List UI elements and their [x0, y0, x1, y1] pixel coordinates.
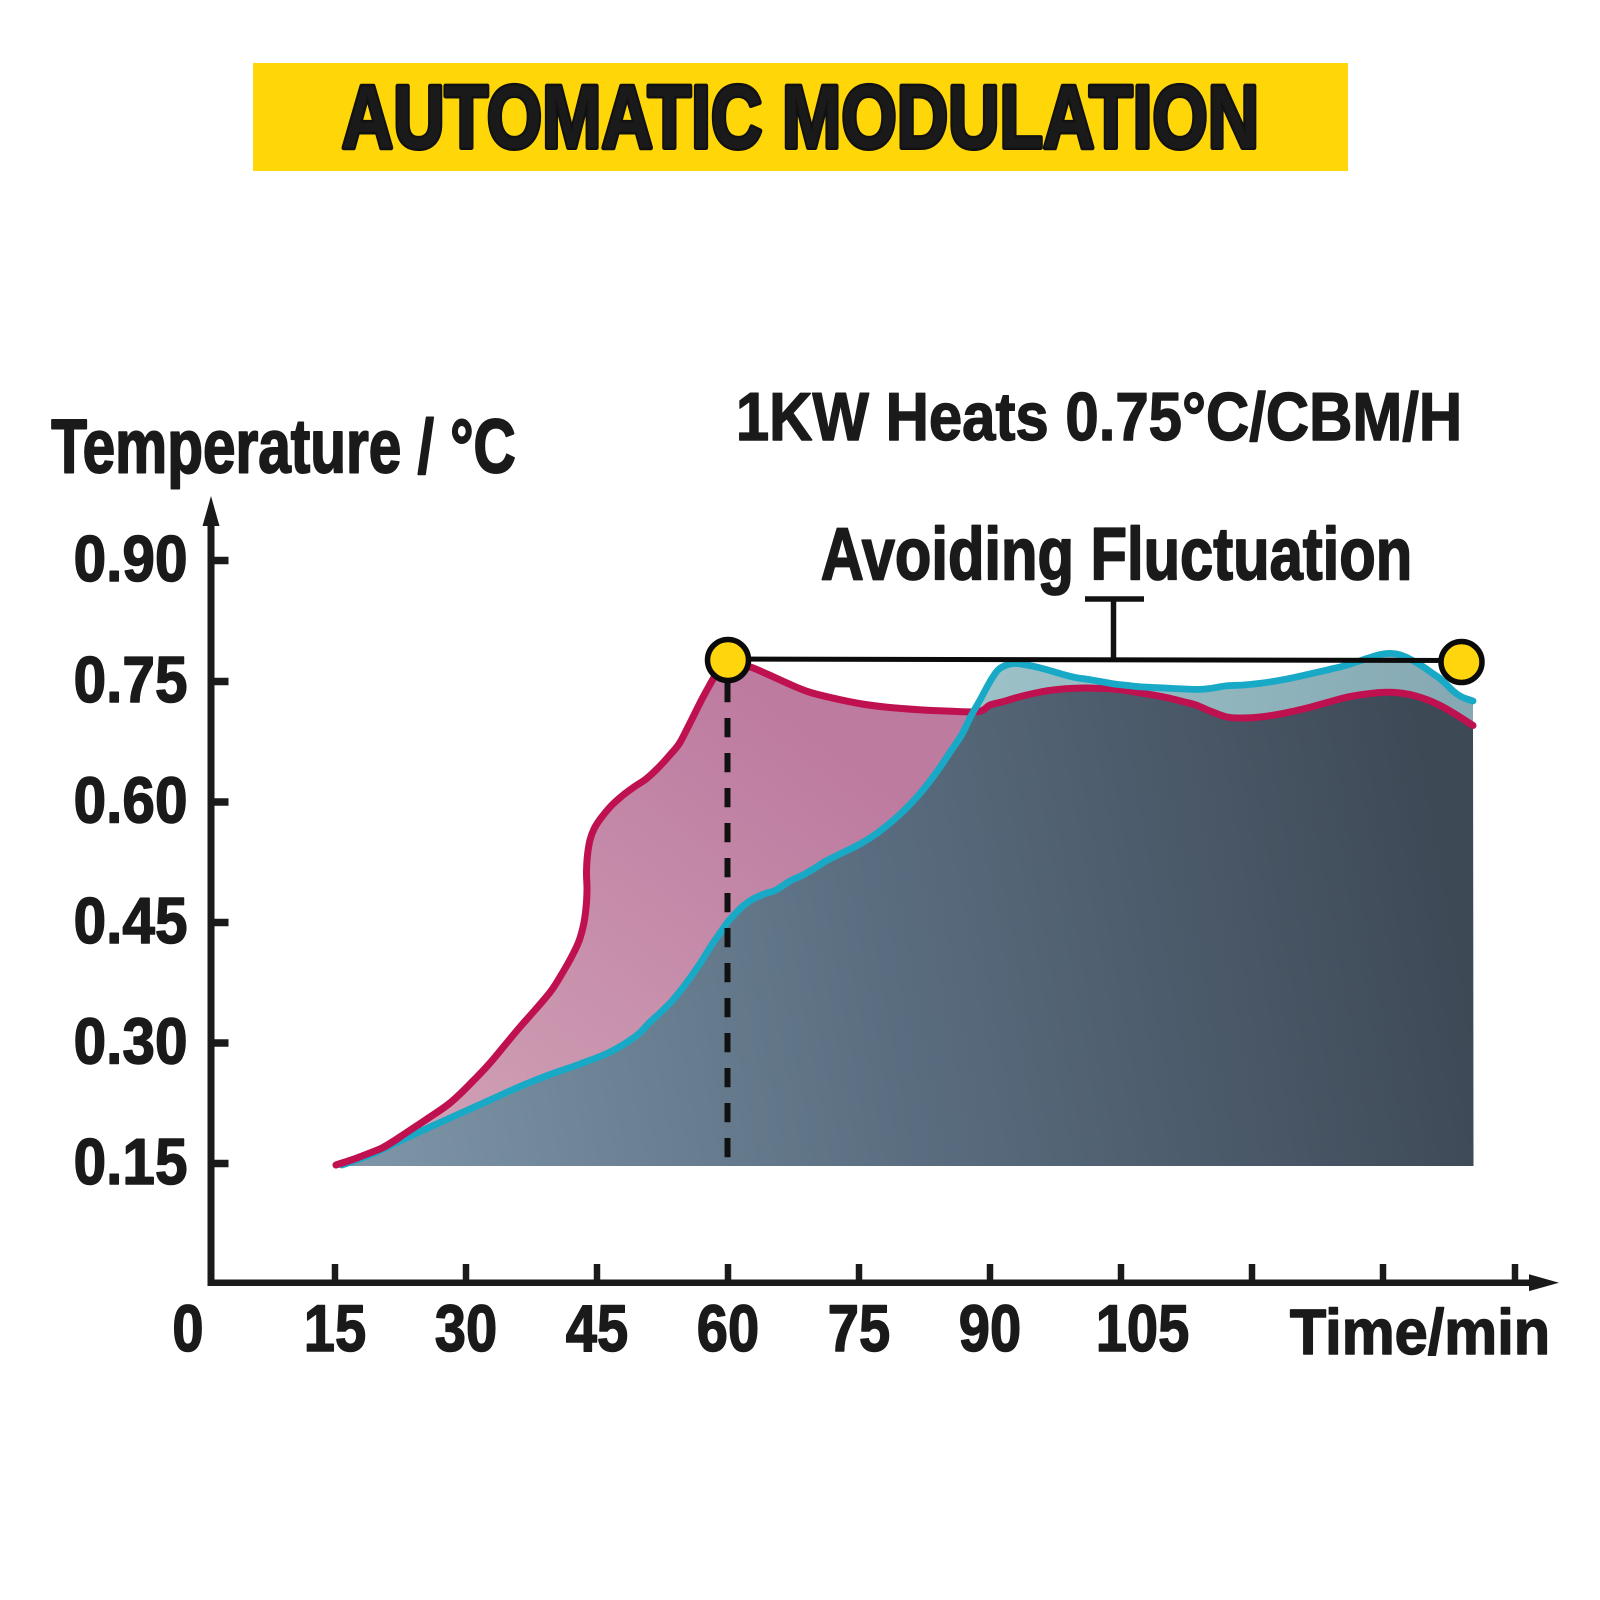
svg-text:0.45: 0.45	[74, 885, 188, 958]
svg-text:15: 15	[304, 1292, 366, 1365]
svg-text:90: 90	[959, 1292, 1021, 1365]
svg-text:Temperature / °C: Temperature / °C	[51, 405, 516, 489]
svg-text:30: 30	[435, 1292, 497, 1365]
svg-text:Time/min: Time/min	[1290, 1297, 1550, 1368]
svg-text:0.15: 0.15	[74, 1126, 188, 1199]
svg-text:45: 45	[566, 1292, 628, 1365]
svg-text:0.30: 0.30	[74, 1006, 188, 1079]
svg-text:Avoiding Fluctuation: Avoiding Fluctuation	[821, 513, 1412, 596]
svg-text:60: 60	[697, 1292, 759, 1365]
svg-text:AUTOMATIC MODULATION: AUTOMATIC MODULATION	[342, 68, 1259, 167]
svg-text:0.75: 0.75	[74, 644, 188, 717]
svg-text:75: 75	[828, 1292, 890, 1365]
svg-text:1KW Heats 0.75°C/CBM/H: 1KW Heats 0.75°C/CBM/H	[736, 378, 1462, 454]
svg-text:0: 0	[172, 1292, 203, 1365]
svg-text:105: 105	[1096, 1292, 1190, 1365]
svg-text:0.60: 0.60	[74, 765, 188, 838]
svg-text:0.90: 0.90	[74, 523, 188, 596]
